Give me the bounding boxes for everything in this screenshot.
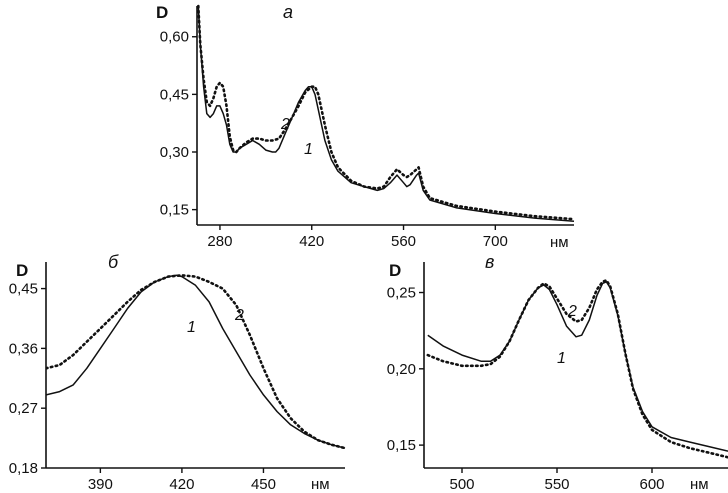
panel-c-x-unit: нм — [690, 476, 709, 493]
panel-a-y-tick-label: 0,30 — [160, 144, 189, 161]
panel-a-x-tick-label: 560 — [391, 233, 416, 250]
panel-b-x-tick-label: 450 — [251, 476, 276, 493]
panel-b-chart: D б нм 1 2 390 420 450 0,18 0,27 0,36 0,45 — [9, 252, 347, 493]
panel-c-chart: D в нм 1 2 500 550 600 0,15 0,20 0,25 — [387, 252, 728, 493]
panel-c-x-tick-label: 600 — [639, 476, 664, 493]
panel-b-x-tick-label: 390 — [88, 476, 113, 493]
panel-b-y-tick-label: 0,36 — [9, 340, 38, 357]
panel-b-curve-2-label: 2 — [234, 307, 244, 324]
panel-b-x-unit: нм — [311, 476, 330, 493]
panel-b-curve-1-label: 1 — [187, 319, 196, 336]
panel-b-letter: б — [108, 252, 119, 272]
panel-a-curve-2-label: 2 — [280, 116, 290, 133]
panel-a-curve-1 — [197, 5, 575, 222]
panel-a-x-unit: нм — [550, 234, 569, 251]
panel-b-curve-1 — [46, 274, 346, 449]
panel-a-y-tick-label: 0,60 — [160, 29, 189, 46]
panel-b-curve-2 — [46, 274, 347, 450]
panel-b-x-tick-label: 420 — [169, 476, 194, 493]
panel-b-y-tick-label: 0,18 — [9, 460, 38, 477]
panel-c-y-tick-label: 0,20 — [387, 361, 416, 378]
panel-a-x-tick-label: 280 — [207, 233, 232, 250]
panel-c-y-tick-label: 0,25 — [387, 285, 416, 302]
panel-c-curve-2 — [426, 279, 728, 459]
panel-a-letter: а — [283, 2, 293, 22]
panel-c-y-tick-label: 0,15 — [387, 437, 416, 454]
panel-a-x-tick-label: 420 — [299, 233, 324, 250]
panel-b-y-tick-label: 0,27 — [9, 400, 38, 417]
panel-a-y-axis-title: D — [156, 3, 168, 22]
panel-a-chart: D а нм 1 2 280 420 560 700 0,15 0,30 0,45 0,60 — [156, 2, 576, 251]
panel-b-y-axis-title: D — [16, 261, 28, 280]
panel-b-y-tick-label: 0,45 — [9, 281, 38, 298]
panel-c-letter: в — [485, 252, 494, 272]
panel-a-curve-2 — [197, 4, 576, 221]
panel-c-curve-1-label: 1 — [557, 350, 566, 367]
panel-c-x-tick-label: 500 — [449, 476, 474, 493]
panel-c-y-axis-title: D — [389, 261, 401, 280]
panel-a-x-tick-label: 700 — [483, 233, 508, 250]
panel-c-curve-1 — [427, 281, 728, 452]
panel-c-curve-2-label: 2 — [567, 303, 577, 320]
panel-c-x-tick-label: 550 — [544, 476, 569, 493]
panel-a-curve-1-label: 1 — [304, 141, 313, 158]
panel-a-y-tick-label: 0,45 — [160, 86, 189, 103]
panel-a-y-tick-label: 0,15 — [160, 202, 189, 219]
